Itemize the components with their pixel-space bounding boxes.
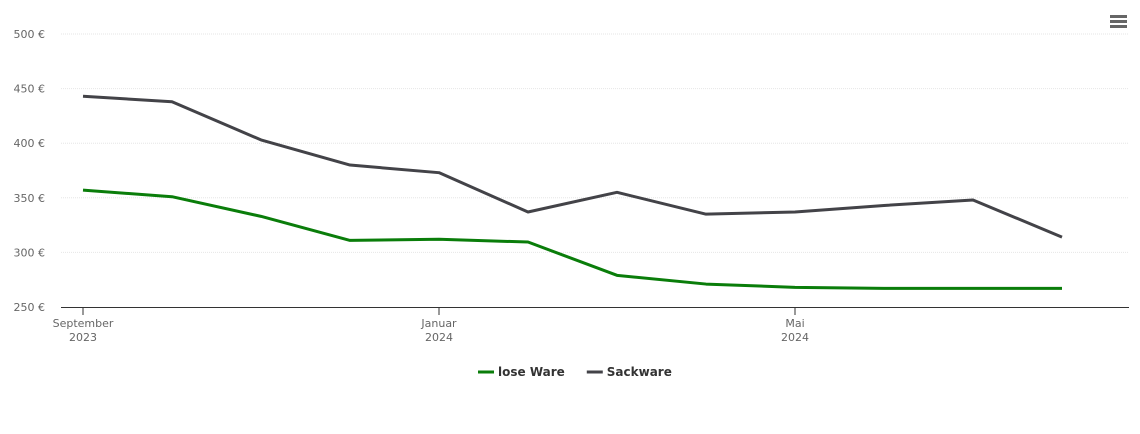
y-tick-label: 400 € (14, 137, 46, 150)
y-tick-label: 500 € (14, 28, 46, 41)
menu-bar (1110, 20, 1127, 23)
x-tick-label: Mai 2024 (781, 317, 809, 344)
menu-bar (1110, 25, 1127, 28)
y-tick-label: 250 € (14, 301, 46, 314)
legend-label: Sackware (607, 365, 672, 379)
y-tick-label: 450 € (14, 83, 46, 96)
y-tick-label: 350 € (14, 192, 46, 205)
menu-bar (1110, 15, 1127, 18)
y-tick-label: 300 € (14, 246, 46, 259)
x-tick-label: September 2023 (53, 317, 114, 344)
legend-item[interactable]: Sackware (586, 365, 672, 379)
series-line (82, 94, 1063, 239)
legend-item[interactable]: lose Ware (478, 365, 565, 379)
x-tick-label: Januar 2024 (420, 317, 457, 344)
series-line (82, 188, 1062, 290)
menu-button[interactable] (1110, 15, 1127, 28)
legend-label: lose Ware (498, 365, 565, 379)
